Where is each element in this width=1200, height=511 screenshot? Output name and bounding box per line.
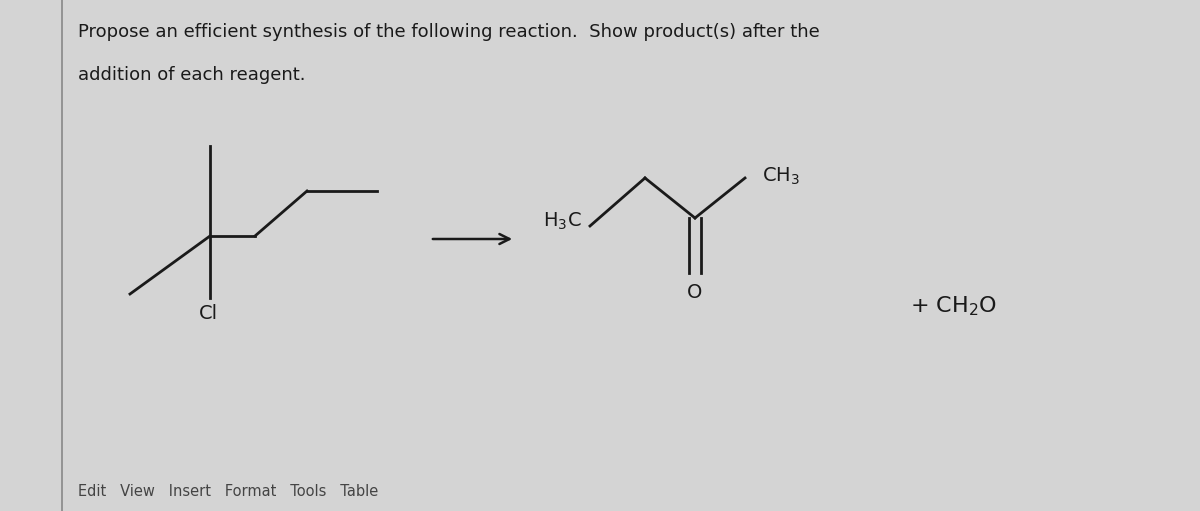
Text: H$_3$C: H$_3$C bbox=[544, 211, 582, 231]
Text: Propose an efficient synthesis of the following reaction.  Show product(s) after: Propose an efficient synthesis of the fo… bbox=[78, 23, 820, 41]
Text: Edit   View   Insert   Format   Tools   Table: Edit View Insert Format Tools Table bbox=[78, 484, 378, 499]
Text: + CH$_2$O: + CH$_2$O bbox=[910, 294, 997, 318]
Text: Cl: Cl bbox=[198, 304, 217, 323]
Text: addition of each reagent.: addition of each reagent. bbox=[78, 66, 306, 84]
Text: CH$_3$: CH$_3$ bbox=[762, 166, 800, 187]
Text: O: O bbox=[688, 283, 703, 302]
